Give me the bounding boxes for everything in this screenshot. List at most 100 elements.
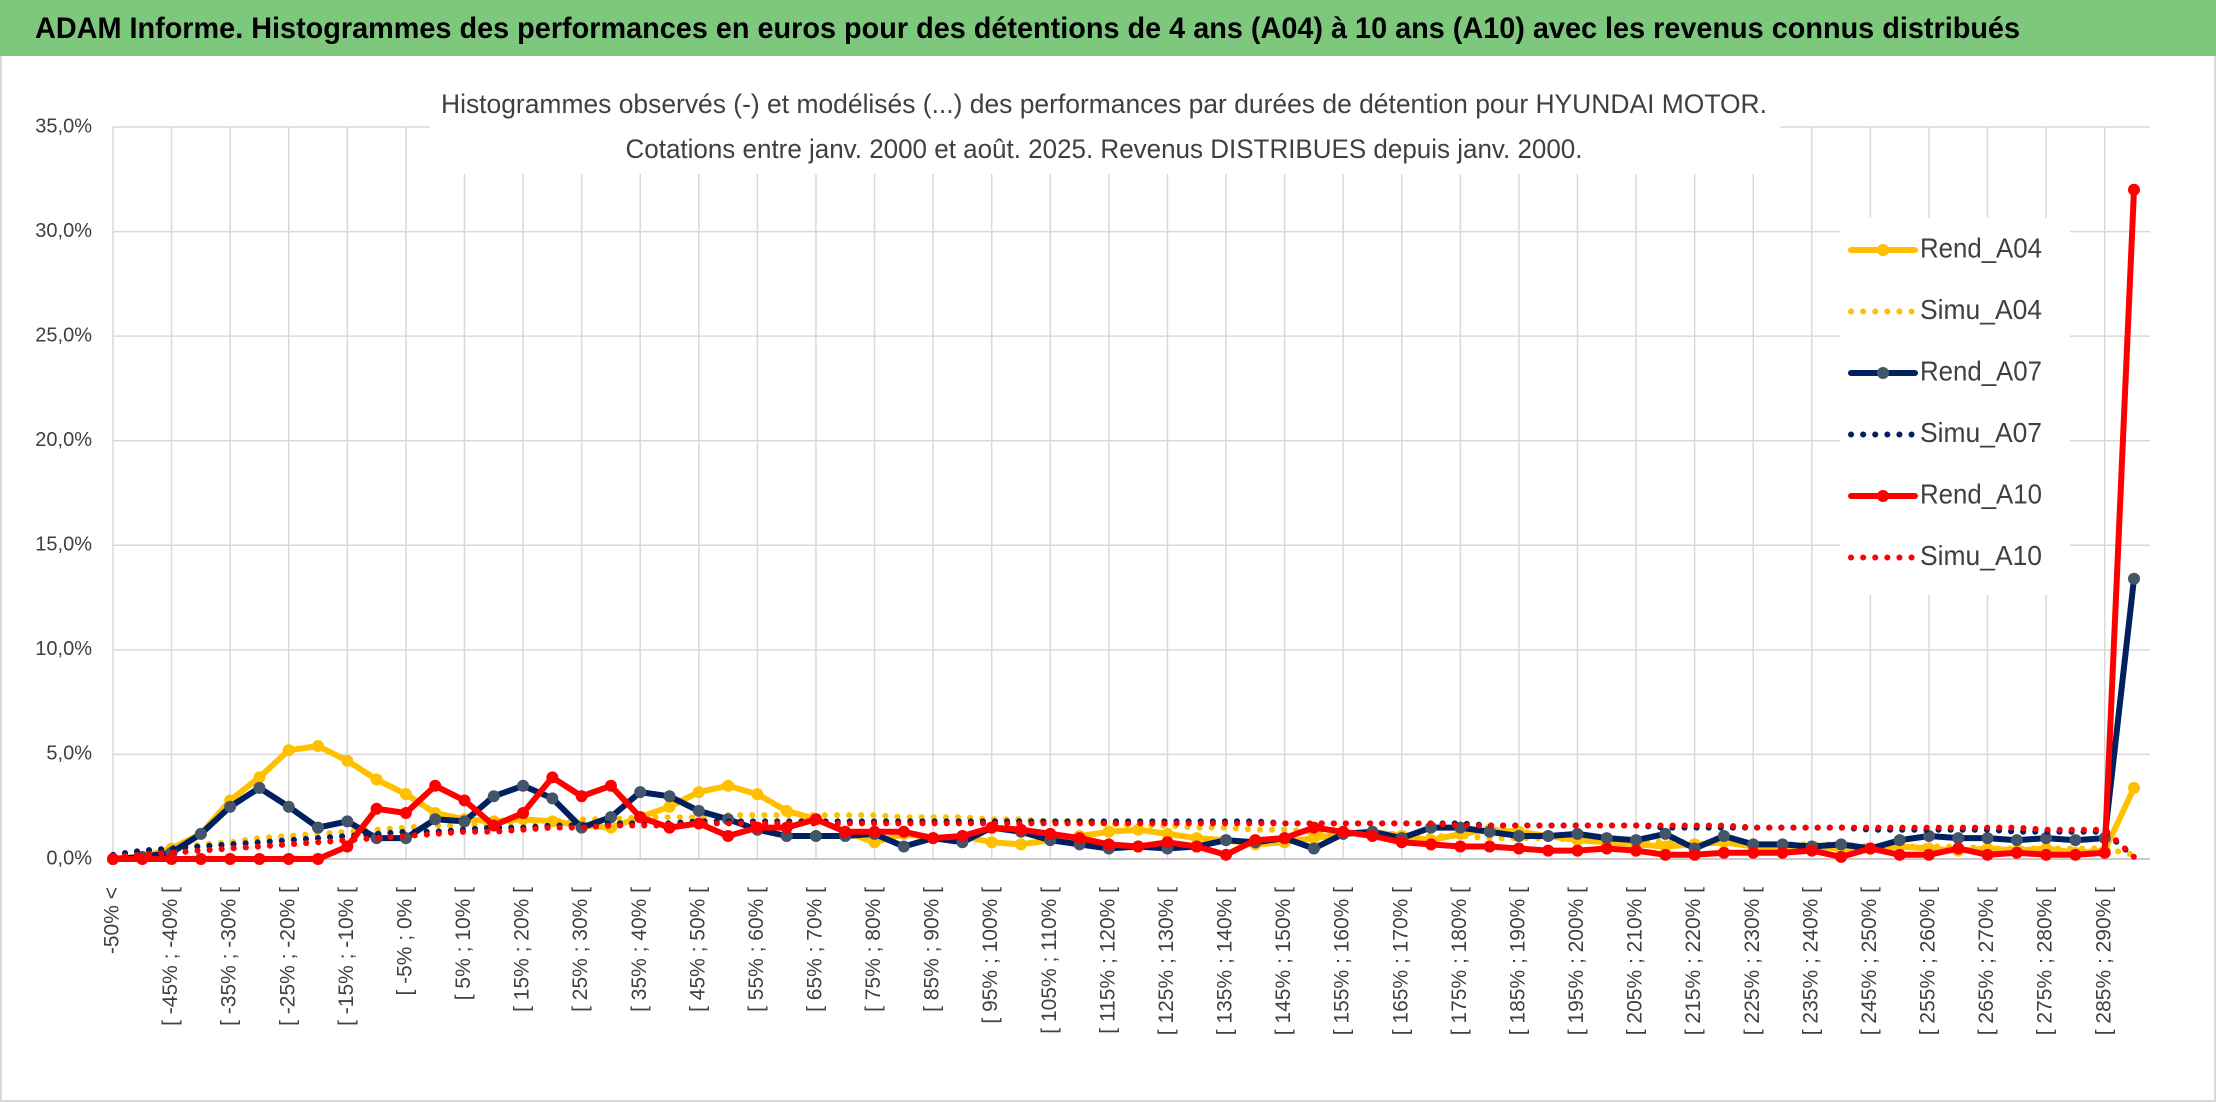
data-point [1981, 832, 1994, 845]
data-point [2010, 834, 2023, 847]
data-point [604, 779, 617, 792]
legend-marker [1877, 244, 1889, 256]
series-line-dotted [110, 820, 2137, 860]
data-point [1132, 840, 1145, 853]
data-point [546, 771, 559, 784]
data-point [1337, 825, 1350, 838]
data-point [809, 829, 822, 842]
x-tick-label: [ 35% ; 40% [ [628, 887, 651, 1012]
y-tick-label: 25,0% [35, 324, 92, 346]
data-point [2069, 848, 2082, 861]
x-tick-label: [ 175% ; 180% [ [1448, 887, 1471, 1035]
data-point [634, 811, 647, 824]
chart-title-line: Cotations entre janv. 2000 et août. 2025… [626, 134, 1583, 164]
data-point [663, 800, 676, 813]
legend-label: Simu_A07 [1920, 417, 2042, 448]
x-tick-label: [ 215% ; 220% [ [1682, 887, 1705, 1035]
data-point [692, 786, 705, 799]
data-point [1044, 827, 1057, 840]
data-point [1893, 848, 1906, 861]
x-tick-label: [ 265% ; 270% [ [1975, 887, 1998, 1035]
data-point [312, 821, 325, 834]
data-point [1014, 823, 1027, 836]
data-point [224, 800, 237, 813]
data-point [2098, 846, 2111, 859]
data-point [1835, 838, 1848, 851]
data-point [985, 836, 998, 849]
data-point [1512, 829, 1525, 842]
data-point [1483, 825, 1496, 838]
data-point [341, 840, 354, 853]
data-point [780, 829, 793, 842]
data-point [517, 779, 530, 792]
data-point [692, 817, 705, 830]
x-tick-label: [ 155% ; 160% [ [1331, 887, 1354, 1035]
data-point [1600, 832, 1613, 845]
x-tick-label: [ 205% ; 210% [ [1624, 887, 1647, 1035]
data-point [224, 853, 237, 865]
data-point [165, 853, 178, 865]
data-point [1073, 832, 1086, 845]
legend-label: Simu_A04 [1920, 294, 2042, 325]
x-tick-label: [ 275% ; 280% [ [2034, 887, 2057, 1035]
data-point [341, 815, 354, 828]
title-background [430, 84, 1780, 174]
data-point [370, 802, 383, 815]
y-tick-label: 5,0% [46, 743, 92, 765]
data-point [722, 829, 735, 842]
data-point [1922, 829, 1935, 842]
series-line [110, 186, 2137, 862]
data-point [751, 788, 764, 801]
data-point [341, 754, 354, 767]
y-tick-label: 10,0% [35, 638, 92, 660]
data-point [1190, 840, 1203, 853]
x-tick-label: [ 115% ; 120% [ [1096, 887, 1119, 1034]
data-point [2128, 781, 2140, 794]
x-tick-label: [ 85% ; 90% [ [921, 887, 944, 1012]
chart-title-line: Histogrammes observés (-) et modélisés (… [441, 89, 1767, 119]
data-point [1717, 846, 1730, 859]
data-point [1278, 832, 1291, 845]
data-point [517, 806, 530, 819]
legend-label: Rend_A07 [1920, 355, 2042, 386]
data-point [1395, 836, 1408, 849]
data-point [1542, 829, 1555, 842]
data-point [2069, 834, 2082, 847]
x-tick-label: [ 45% ; 50% [ [686, 887, 709, 1012]
data-point [604, 811, 617, 824]
data-point [1835, 850, 1848, 863]
data-point [1717, 829, 1730, 842]
data-point [692, 804, 705, 817]
x-tick-label: [ 165% ; 170% [ [1389, 887, 1412, 1035]
x-tick-label: [ -5% ; 0% [ [393, 887, 416, 996]
data-point [1014, 838, 1027, 851]
data-point [1864, 842, 1877, 855]
header-bar [0, 0, 2216, 56]
data-point [1542, 844, 1555, 857]
x-tick-label: [ 55% ; 60% [ [745, 887, 768, 1012]
data-point [1307, 832, 1320, 845]
x-tick-label: [ 185% ; 190% [ [1506, 887, 1529, 1035]
y-tick-label: 35,0% [35, 115, 92, 137]
data-point [282, 800, 295, 813]
legend-marker [1877, 490, 1889, 502]
legend-label: Rend_A10 [1920, 478, 2042, 509]
data-point [1425, 838, 1438, 851]
data-point [1161, 827, 1174, 840]
data-point [1454, 840, 1467, 853]
x-tick-label: [ 95% ; 100% [ [979, 887, 1002, 1024]
data-point [458, 815, 471, 828]
x-tick-label: [ 25% ; 30% [ [569, 887, 592, 1012]
data-point [1893, 834, 1906, 847]
data-point [399, 806, 412, 819]
x-tick-label: [ 65% ; 70% [ [804, 887, 827, 1012]
data-point [1688, 848, 1701, 861]
data-point [1747, 846, 1760, 859]
x-tick-label: [ 245% ; 250% [ [1858, 887, 1881, 1035]
x-tick-label: [ 125% ; 130% [ [1155, 887, 1178, 1035]
data-point [1161, 836, 1174, 849]
data-point [1483, 840, 1496, 853]
data-point [429, 779, 442, 792]
data-point [487, 819, 500, 832]
